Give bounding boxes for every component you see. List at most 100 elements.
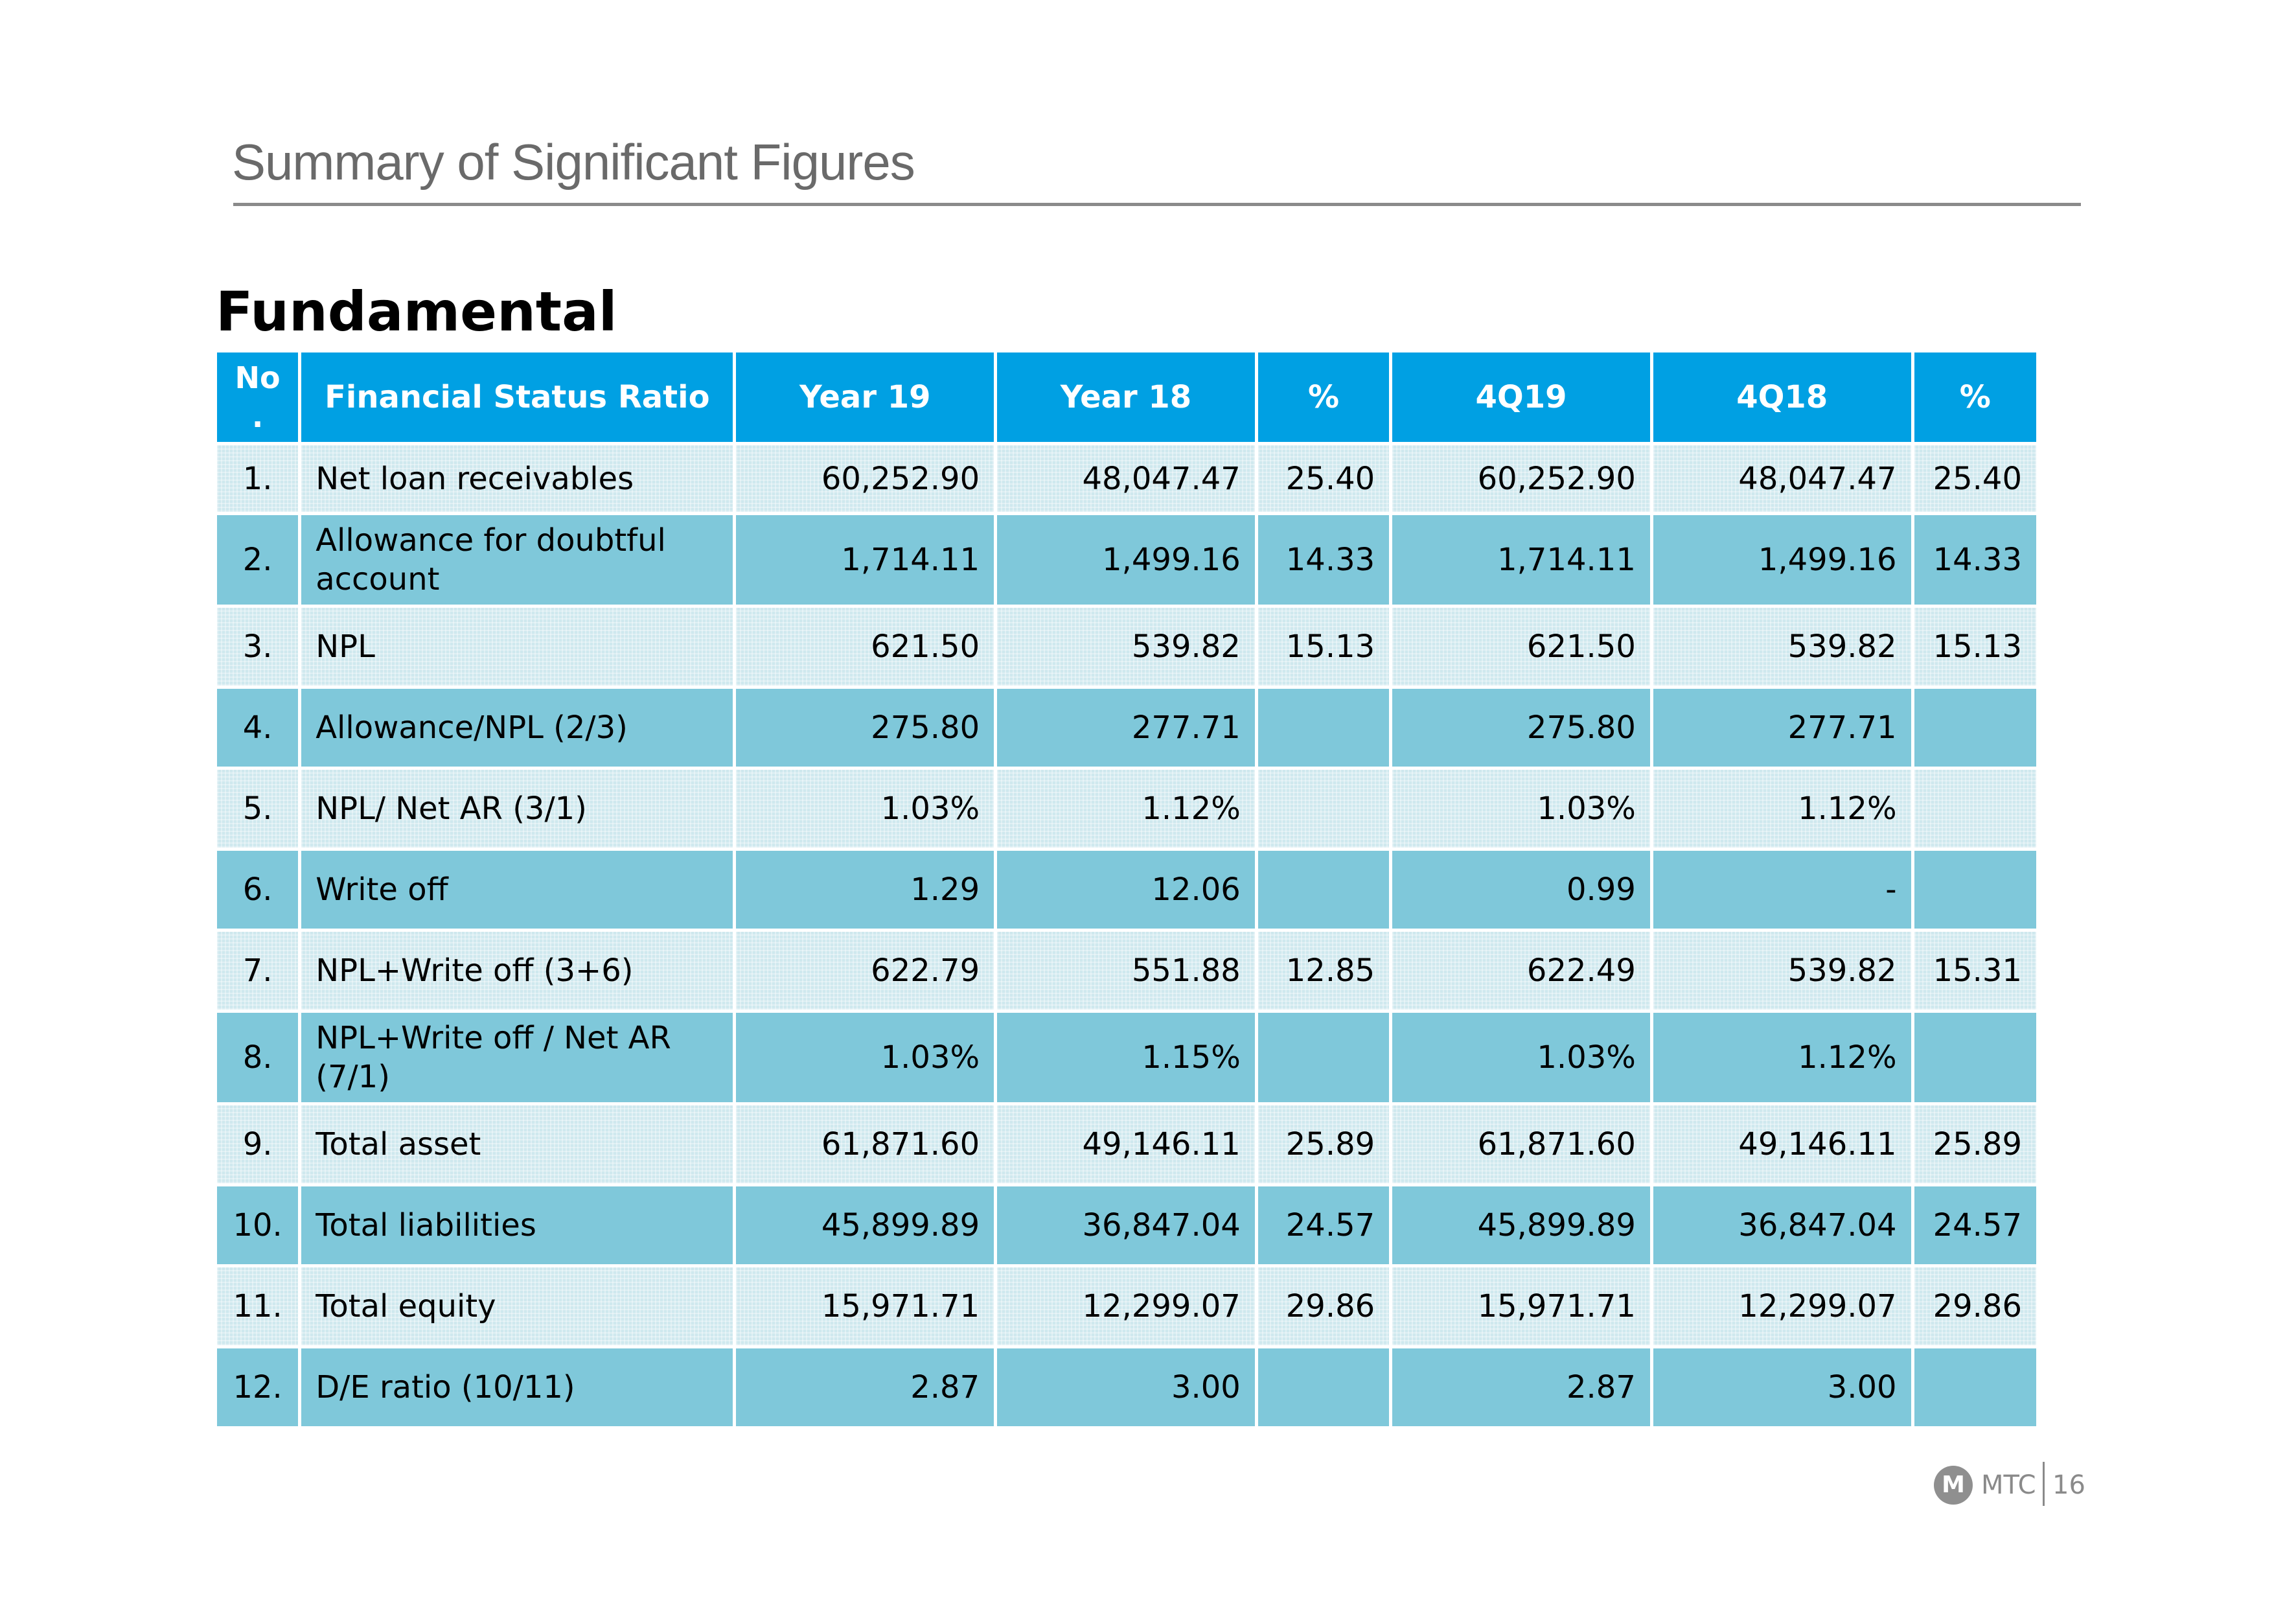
header-quarter-change-pct: % — [1914, 352, 2036, 442]
footer-brand: MTC — [1981, 1470, 2036, 1500]
4q19-value: 622.49 — [1392, 932, 1650, 1010]
quarter-change-pct: 15.13 — [1914, 608, 2036, 686]
4q19-value: 1.03% — [1392, 770, 1650, 848]
header-no-label: No . — [235, 360, 281, 434]
row-label: NPL+Write off / Net AR (7/1) — [301, 1013, 733, 1102]
slide-title: Summary of Significant Figures — [232, 133, 915, 191]
year-19-value: 61,871.60 — [736, 1105, 994, 1183]
year-change-pct — [1257, 689, 1390, 767]
year-18-value: 3.00 — [997, 1348, 1255, 1426]
year-change-pct: 25.40 — [1258, 445, 1389, 512]
year-change-pct — [1257, 851, 1390, 929]
row-label: Total asset — [301, 1105, 733, 1183]
table-row: 4. Allowance/NPL (2/3) 275.80 277.71 275.80 2… — [217, 689, 2036, 767]
year-18-value: 539.82 — [997, 608, 1255, 686]
header-4q18: 4Q18 — [1653, 352, 1911, 442]
quarter-change-pct — [1914, 1013, 2036, 1102]
row-label: Allowance/NPL (2/3) — [301, 689, 733, 767]
row-number: 11. — [217, 1267, 298, 1345]
year-18-value: 48,047.47 — [997, 445, 1255, 512]
4q19-value: 1.03% — [1392, 1013, 1650, 1102]
section-heading: Fundamental — [216, 280, 617, 343]
table-row: 7. NPL+Write off (3+6) 622.79 551.88 12.85 62… — [217, 932, 2036, 1010]
year-19-value: 45,899.89 — [736, 1186, 994, 1264]
table-row: 10. Total liabilities 45,899.89 36,847.04 24… — [217, 1186, 2036, 1264]
quarter-change-pct: 15.31 — [1914, 932, 2036, 1010]
table-row: 12. D/E ratio (10/11) 2.87 3.00 2.87 3.00 — [217, 1348, 2036, 1426]
4q19-value: 45,899.89 — [1392, 1186, 1650, 1264]
header-year-18: Year 18 — [997, 352, 1255, 442]
year-18-value: 12.06 — [997, 851, 1255, 929]
quarter-change-pct: 25.89 — [1914, 1105, 2036, 1183]
year-19-value: 1.29 — [736, 851, 994, 929]
4q19-value: 1,714.11 — [1392, 515, 1650, 605]
year-19-value: 275.80 — [736, 689, 994, 767]
row-number: 12. — [217, 1348, 299, 1426]
row-label: NPL+Write off (3+6) — [301, 932, 733, 1010]
4q19-value: 15,971.71 — [1392, 1267, 1650, 1345]
row-label: Net loan receivables — [301, 445, 733, 512]
row-label: D/E ratio (10/11) — [301, 1348, 733, 1426]
4q18-value: 1.12% — [1653, 1013, 1911, 1102]
year-19-value: 1.03% — [736, 1013, 994, 1102]
table-row: 3. NPL 621.50 539.82 15.13 621.50 539.82 15.13 — [217, 608, 2036, 686]
4q19-value: 621.50 — [1392, 608, 1650, 686]
row-number: 10. — [217, 1186, 299, 1264]
row-number: 2. — [217, 515, 299, 605]
row-label: Write off — [301, 851, 733, 929]
year-19-value: 15,971.71 — [736, 1267, 994, 1345]
header-year-19: Year 19 — [736, 352, 994, 442]
row-label: Total equity — [301, 1267, 733, 1345]
year-19-value: 622.79 — [736, 932, 994, 1010]
year-change-pct: 29.86 — [1258, 1267, 1389, 1345]
row-label: NPL/ Net AR (3/1) — [301, 770, 733, 848]
4q19-value: 2.87 — [1392, 1348, 1650, 1426]
row-number: 1. — [217, 445, 298, 512]
year-18-value: 12,299.07 — [997, 1267, 1255, 1345]
table-row: 11. Total equity 15,971.71 12,299.07 29.86 15… — [217, 1267, 2036, 1345]
year-change-pct — [1257, 1348, 1390, 1426]
footer-separator — [2043, 1462, 2045, 1506]
4q18-value: 36,847.04 — [1653, 1186, 1911, 1264]
year-change-pct — [1258, 770, 1389, 848]
table-row: 6. Write off 1.29 12.06 0.99- — [217, 851, 2036, 929]
row-number: 6. — [217, 851, 299, 929]
4q18-value: 1.12% — [1653, 770, 1911, 848]
mtc-logo-icon — [1934, 1466, 1973, 1505]
year-18-value: 1,499.16 — [997, 515, 1255, 605]
quarter-change-pct — [1914, 689, 2036, 767]
row-number: 3. — [217, 608, 298, 686]
quarter-change-pct — [1914, 1348, 2036, 1426]
year-change-pct: 15.13 — [1258, 608, 1389, 686]
row-label: Allowance for doubtful account — [301, 515, 733, 605]
table-row: 1. Net loan receivables 60,252.90 48,047.47… — [217, 445, 2036, 512]
year-change-pct: 24.57 — [1257, 1186, 1390, 1264]
row-number: 9. — [217, 1105, 298, 1183]
table-row: 5. NPL/ Net AR (3/1) 1.03% 1.12% 1.03% 1.12% — [217, 770, 2036, 848]
4q18-value: 539.82 — [1653, 932, 1911, 1010]
4q18-value: 48,047.47 — [1653, 445, 1911, 512]
year-19-value: 60,252.90 — [736, 445, 994, 512]
year-18-value: 36,847.04 — [997, 1186, 1255, 1264]
4q18-value: 3.00 — [1653, 1348, 1911, 1426]
table-row: 9. Total asset 61,871.60 49,146.11 25.89 61,8… — [217, 1105, 2036, 1183]
header-no: No . — [217, 352, 299, 442]
row-number: 7. — [217, 932, 298, 1010]
header-year-change-pct: % — [1257, 352, 1390, 442]
row-label: Total liabilities — [301, 1186, 733, 1264]
header-financial-status-ratio: Financial Status Ratio — [301, 352, 733, 442]
year-change-pct — [1257, 1013, 1390, 1102]
4q18-value: 49,146.11 — [1653, 1105, 1911, 1183]
year-change-pct: 14.33 — [1257, 515, 1390, 605]
quarter-change-pct: 29.86 — [1914, 1267, 2036, 1345]
row-number: 5. — [217, 770, 298, 848]
4q19-value: 60,252.90 — [1392, 445, 1650, 512]
table-body: 1. Net loan receivables 60,252.90 48,047.47… — [217, 445, 2036, 1426]
4q19-value: 0.99 — [1392, 851, 1650, 929]
year-19-value: 1,714.11 — [736, 515, 994, 605]
year-19-value: 1.03% — [736, 770, 994, 848]
row-number: 4. — [217, 689, 299, 767]
4q18-value: 12,299.07 — [1653, 1267, 1911, 1345]
page-number: 16 — [2052, 1470, 2085, 1500]
table-header-row: No . Financial Status Ratio Year 19 Year… — [217, 352, 2036, 442]
